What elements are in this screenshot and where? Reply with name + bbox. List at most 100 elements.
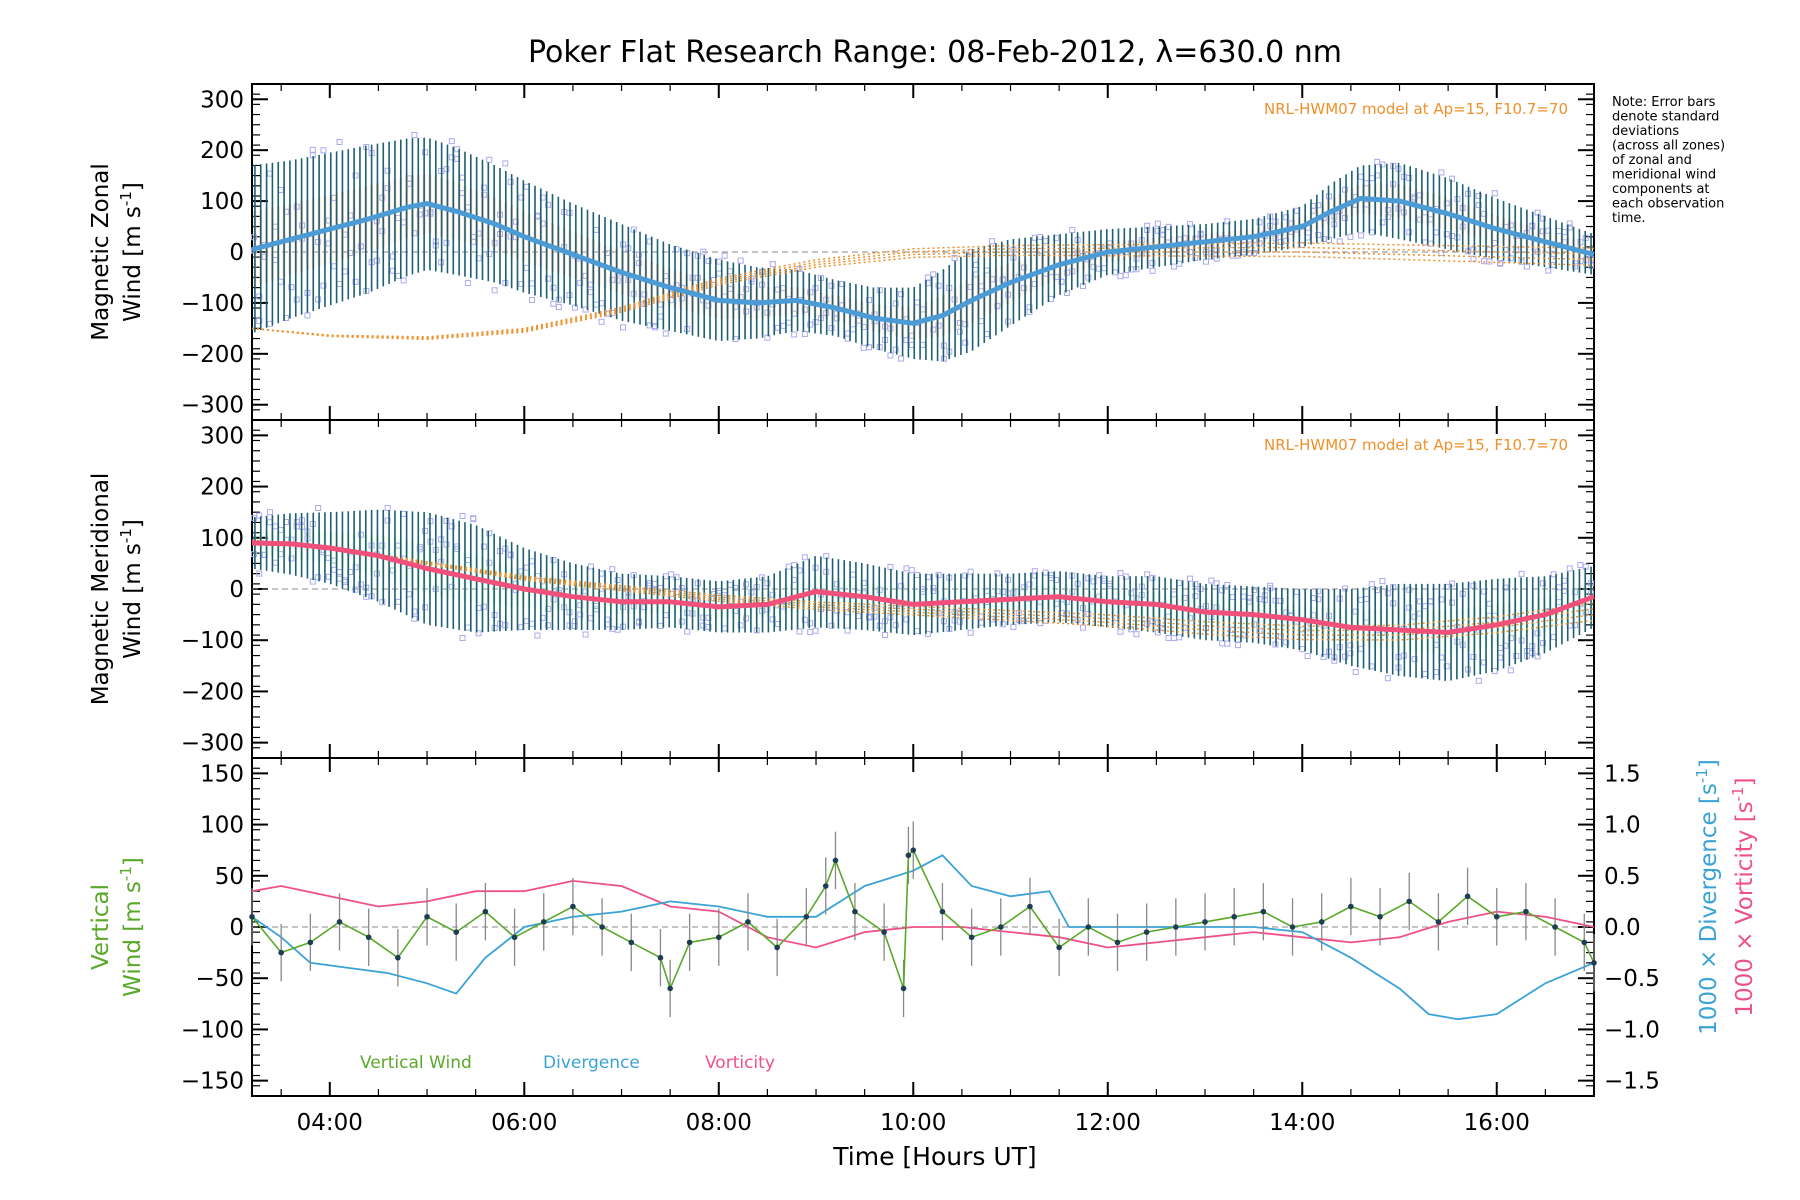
note-line: of zonal and: [1612, 153, 1692, 168]
zone-scatter-point: [1411, 656, 1418, 663]
note-line: Note: Error bars: [1612, 95, 1716, 110]
y-tick-label: 50: [215, 864, 244, 890]
zone-scatter-point: [1449, 175, 1456, 182]
vertical-wind-point: [1085, 924, 1092, 930]
vertical-wind-point: [745, 919, 751, 925]
divergence-line: [251, 854, 1595, 1021]
zone-scatter-point: [935, 571, 942, 578]
zone-scatter-point: [571, 618, 578, 625]
zone-scatter-point: [1534, 653, 1541, 660]
zone-scatter-point: [545, 275, 552, 282]
zone-scatter-point: [1186, 575, 1193, 582]
zone-scatter-point: [614, 626, 621, 633]
y-tick-label: 300: [200, 423, 244, 449]
x-tick-label: 04:00: [297, 1110, 363, 1136]
zone-scatter-point: [1186, 221, 1193, 228]
zone-scatter-point: [486, 250, 493, 257]
vertical-wind-point: [599, 924, 605, 930]
vertical-wind-point: [307, 939, 314, 946]
zone-scatter-point: [1545, 267, 1552, 274]
vertical-wind-point: [1406, 898, 1413, 905]
y-tick-label: −50: [195, 966, 244, 992]
divergence-axis-label: 1000 × Divergence [s-1]: [1693, 759, 1722, 1035]
zone-scatter-point: [769, 616, 776, 623]
vertical-wind-point: [1173, 924, 1179, 930]
y-tick-label: −100: [181, 291, 244, 317]
zone-scatter-point: [1026, 304, 1033, 311]
zone-scatter-point: [309, 146, 316, 153]
y-tick-label: 150: [200, 761, 244, 787]
zone-scatter-point: [828, 325, 835, 332]
zone-scatter-point: [1438, 250, 1445, 257]
zone-scatter-point: [871, 613, 878, 620]
zone-scatter-point: [459, 512, 466, 519]
model-lines: [251, 242, 1595, 341]
zone-scatter-point: [486, 156, 493, 163]
zone-scatter-point: [1513, 652, 1520, 659]
vertical-wind-point: [774, 944, 780, 951]
zone-scatter-point: [866, 297, 873, 304]
vertical-wind-point: [667, 985, 673, 992]
y-tick-label: 100: [200, 526, 244, 552]
zone-scatter-point: [1283, 639, 1290, 646]
zone-scatter-point: [529, 296, 536, 303]
vertical-wind-point: [939, 908, 946, 915]
vertical-wind-point: [1318, 919, 1325, 925]
vorticity-axis-label: 1000 × Vorticity [s-1]: [1729, 777, 1758, 1016]
zone-scatter-point: [443, 166, 450, 173]
y-tick-label: −150: [181, 1069, 244, 1095]
zone-scatter-point: [962, 339, 969, 346]
vertical-wind-point: [1435, 919, 1442, 925]
zone-scatter-point: [1342, 653, 1349, 660]
zone-scatter-point: [1572, 263, 1579, 270]
zone-scatter-point: [256, 293, 263, 300]
y-tick-label: 100: [200, 813, 244, 839]
zone-scatter-point: [352, 172, 359, 179]
zone-scatter-point: [464, 280, 471, 287]
y-tick-label: 200: [200, 475, 244, 501]
zone-scatter-point: [609, 566, 616, 573]
zone-scatter-point: [908, 567, 915, 574]
zone-scatter-point: [1235, 642, 1242, 649]
zone-scatter-point: [1513, 247, 1520, 254]
zone-scatter-point: [1277, 633, 1284, 640]
vertical-wind-point: [900, 985, 907, 992]
zone-scatter-point: [400, 277, 407, 284]
zone-scatter-point: [956, 328, 963, 335]
zone-scatter-point: [898, 355, 905, 362]
zone-scatter-point: [256, 512, 263, 519]
zone-scatter-point: [1443, 583, 1450, 590]
model-line: [251, 539, 1595, 641]
zone-scatter-point: [1315, 596, 1322, 603]
model-label: NRL-HWM07 model at Ap=15, F10.7=70: [1264, 436, 1568, 454]
legend-item: Vorticity: [705, 1053, 775, 1073]
zone-scatter-point: [480, 184, 487, 191]
zone-scatter-point: [320, 147, 327, 154]
vertical-wind-point: [570, 903, 576, 910]
zone-scatter-point: [582, 631, 589, 638]
zone-scatter-point: [1539, 215, 1546, 222]
model-line: [251, 539, 1595, 636]
zone-scatter-point: [705, 258, 712, 265]
vertical-wind-point: [1493, 913, 1500, 920]
zone-scatter-point: [1475, 202, 1482, 209]
zone-scatter-point: [1031, 568, 1038, 575]
zone-scatter-point: [636, 251, 643, 258]
right-tick-label: 0.5: [1604, 864, 1641, 890]
zone-scatter-point: [764, 334, 771, 341]
vertical-wind-point: [1231, 913, 1237, 920]
zone-scatter-point: [1470, 582, 1477, 589]
zone-scatter-point: [1096, 572, 1103, 579]
zone-scatter-point: [384, 504, 391, 511]
x-tick-label: 14:00: [1269, 1110, 1335, 1136]
panels: −300 −200 −100 0 100 200 300 NRL-HWM07 model at…: [88, 83, 1758, 1136]
vertical-wind-point: [1289, 924, 1296, 930]
zone-scatter-point: [1149, 260, 1156, 267]
zone-scatter-point: [801, 554, 808, 561]
zone-scatter-point: [1342, 585, 1349, 592]
y-tick-label: −100: [181, 1017, 244, 1043]
vertical-wind-point: [852, 908, 858, 915]
zone-scatter-point: [357, 581, 364, 588]
zone-scatter-point: [1117, 628, 1124, 635]
